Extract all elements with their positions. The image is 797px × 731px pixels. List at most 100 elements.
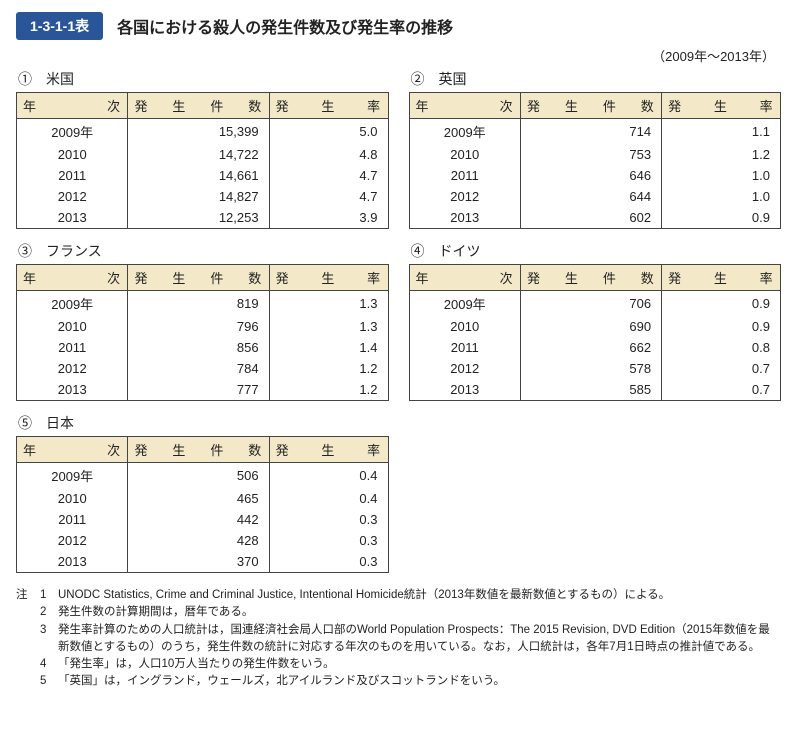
cell-year: 2010: [409, 316, 520, 337]
country-block: ④ ドイツ年 次発 生 件 数発 生 率2009年7060.920106900.…: [409, 241, 782, 401]
cell-year: 2011: [409, 337, 520, 358]
cell-count: 796: [128, 316, 269, 337]
footnote-text: 「英国」は，イングランド，ウェールズ，北アイルランド及びスコットランドをいう。: [58, 673, 781, 690]
table-row: 20127841.2: [17, 358, 389, 379]
cell-rate: 0.3: [269, 509, 388, 530]
cell-count: 465: [128, 488, 269, 509]
footnote-prefix: [16, 673, 40, 690]
cell-count: 662: [520, 337, 661, 358]
cell-count: 690: [520, 316, 661, 337]
cell-year: 2012: [17, 358, 128, 379]
homicide-table: 年 次発 生 件 数発 生 率2009年5060.420104650.42011…: [16, 436, 389, 573]
cell-year: 2010: [17, 316, 128, 337]
cell-rate: 0.9: [662, 207, 781, 229]
column-header-rate: 発 生 率: [269, 265, 388, 291]
cell-year: 2010: [409, 144, 520, 165]
period-label: （2009年～2013年）: [16, 46, 781, 65]
footnote-prefix: [16, 622, 40, 657]
column-header-year: 年 次: [17, 265, 128, 291]
table-row: 201312,2533.9: [17, 207, 389, 229]
footnote-row: 5「英国」は，イングランド，ウェールズ，北アイルランド及びスコットランドをいう。: [16, 673, 781, 690]
cell-year: 2011: [17, 337, 128, 358]
cell-count: 706: [520, 291, 661, 317]
cell-rate: 1.0: [662, 186, 781, 207]
column-header-year: 年 次: [409, 265, 520, 291]
cell-year: 2011: [409, 165, 520, 186]
table-row: 2009年15,3995.0: [17, 119, 389, 145]
cell-rate: 0.7: [662, 358, 781, 379]
cell-year: 2013: [17, 379, 128, 401]
cell-count: 777: [128, 379, 269, 401]
cell-count: 856: [128, 337, 269, 358]
table-row: 2009年7060.9: [409, 291, 781, 317]
table-number-badge: 1-3-1-1表: [16, 12, 103, 40]
country-label: ② 英国: [409, 69, 782, 89]
footnote-row: 注1UNODC Statistics, Crime and Criminal J…: [16, 587, 781, 604]
cell-rate: 5.0: [269, 119, 388, 145]
cell-count: 442: [128, 509, 269, 530]
column-header-count: 発 生 件 数: [128, 265, 269, 291]
cell-rate: 1.2: [662, 144, 781, 165]
country-label: ⑤ 日本: [16, 413, 389, 433]
footnote-number: 5: [40, 673, 58, 690]
cell-rate: 0.7: [662, 379, 781, 401]
cell-year: 2013: [17, 207, 128, 229]
cell-rate: 1.2: [269, 379, 388, 401]
cell-year: 2009年: [17, 119, 128, 145]
column-header-rate: 発 生 率: [269, 437, 388, 463]
homicide-table: 年 次発 生 件 数発 生 率2009年7141.120107531.22011…: [409, 92, 782, 229]
column-header-rate: 発 生 率: [662, 93, 781, 119]
table-row: 20124280.3: [17, 530, 389, 551]
footnote-text: UNODC Statistics, Crime and Criminal Jus…: [58, 587, 781, 604]
cell-year: 2009年: [17, 291, 128, 317]
footnotes: 注1UNODC Statistics, Crime and Criminal J…: [16, 587, 781, 691]
table-row: 2009年5060.4: [17, 463, 389, 489]
cell-year: 2013: [409, 379, 520, 401]
page-title: 各国における殺人の発生件数及び発生率の推移: [117, 14, 453, 38]
table-row: 20107961.3: [17, 316, 389, 337]
column-header-rate: 発 生 率: [269, 93, 388, 119]
column-header-year: 年 次: [17, 437, 128, 463]
country-label: ③ フランス: [16, 241, 389, 261]
footnote-row: 3発生率計算のための人口統計は，国連経済社会局人口部のWorld Populat…: [16, 622, 781, 657]
homicide-table: 年 次発 生 件 数発 生 率2009年8191.320107961.32011…: [16, 264, 389, 401]
table-row: 20104650.4: [17, 488, 389, 509]
cell-count: 753: [520, 144, 661, 165]
cell-count: 506: [128, 463, 269, 489]
footnote-text: 発生件数の計算期間は，暦年である。: [58, 604, 781, 621]
table-row: 20136020.9: [409, 207, 781, 229]
country-block: ⑤ 日本年 次発 生 件 数発 生 率2009年5060.420104650.4…: [16, 413, 389, 573]
country-block: ① 米国年 次発 生 件 数発 生 率2009年15,3995.0201014,…: [16, 69, 389, 229]
page-header: 1-3-1-1表 各国における殺人の発生件数及び発生率の推移: [16, 12, 781, 40]
footnote-row: 2発生件数の計算期間は，暦年である。: [16, 604, 781, 621]
cell-rate: 1.3: [269, 316, 388, 337]
cell-year: 2009年: [409, 119, 520, 145]
cell-year: 2010: [17, 488, 128, 509]
cell-rate: 4.7: [269, 165, 388, 186]
cell-count: 12,253: [128, 207, 269, 229]
footnote-prefix: 注: [16, 587, 40, 604]
footnote-text: 「発生率」は，人口10万人当たりの発生件数をいう。: [58, 656, 781, 673]
column-header-year: 年 次: [17, 93, 128, 119]
cell-rate: 1.4: [269, 337, 388, 358]
column-header-count: 発 生 件 数: [520, 265, 661, 291]
homicide-table: 年 次発 生 件 数発 生 率2009年7060.920106900.92011…: [409, 264, 782, 401]
cell-year: 2012: [17, 530, 128, 551]
column-header-count: 発 生 件 数: [520, 93, 661, 119]
cell-year: 2011: [17, 509, 128, 530]
footnote-number: 4: [40, 656, 58, 673]
cell-count: 428: [128, 530, 269, 551]
table-row: 20135850.7: [409, 379, 781, 401]
cell-rate: 0.9: [662, 316, 781, 337]
country-label: ④ ドイツ: [409, 241, 782, 261]
cell-year: 2012: [409, 358, 520, 379]
cell-rate: 0.9: [662, 291, 781, 317]
cell-rate: 3.9: [269, 207, 388, 229]
cell-count: 585: [520, 379, 661, 401]
table-row: 20107531.2: [409, 144, 781, 165]
table-row: 201014,7224.8: [17, 144, 389, 165]
cell-rate: 1.0: [662, 165, 781, 186]
cell-rate: 0.4: [269, 463, 388, 489]
table-row: 20106900.9: [409, 316, 781, 337]
cell-year: 2010: [17, 144, 128, 165]
